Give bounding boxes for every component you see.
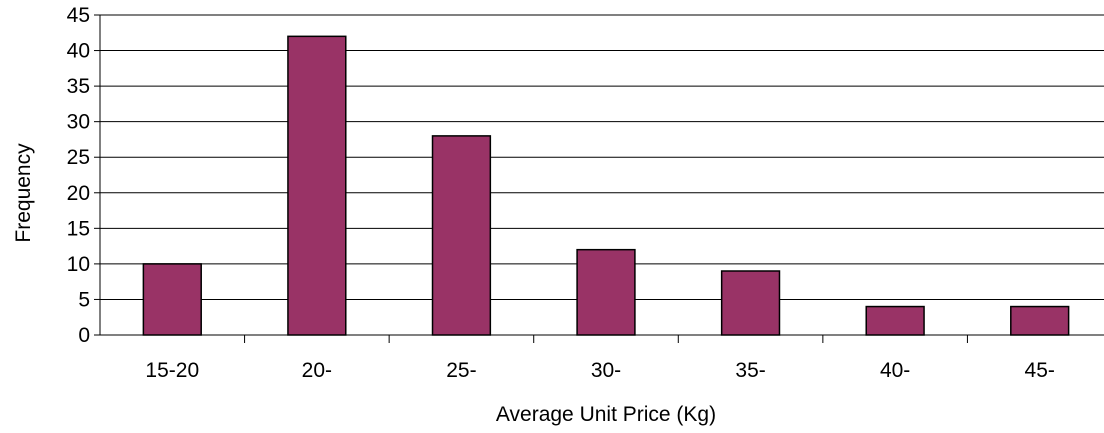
y-axis-title: Frequency bbox=[12, 143, 35, 243]
bar bbox=[720, 270, 781, 336]
bars bbox=[142, 35, 1070, 336]
y-tick-label: 35 bbox=[67, 75, 90, 98]
y-tick-label: 45 bbox=[67, 4, 90, 27]
x-tick-label: 40- bbox=[880, 359, 910, 382]
y-tick-label: 15 bbox=[67, 217, 90, 240]
bar bbox=[576, 248, 636, 336]
y-tick-label: 10 bbox=[67, 253, 90, 276]
y-tick-labels: 0 5 10 15 20 25 30 35 40 45 bbox=[67, 4, 90, 347]
y-tick-label: 30 bbox=[67, 111, 90, 134]
x-tick-label: 45- bbox=[1025, 359, 1055, 382]
y-tick-label: 25 bbox=[67, 146, 90, 169]
y-tick-label: 0 bbox=[78, 324, 90, 347]
bar bbox=[1010, 305, 1070, 336]
bar bbox=[865, 305, 925, 336]
y-tick-label: 40 bbox=[67, 40, 90, 63]
bar bbox=[431, 135, 492, 336]
x-tick-label: 15-20 bbox=[145, 359, 199, 382]
y-tick-label: 5 bbox=[78, 288, 90, 311]
x-axis-title: Average Unit Price (Kg) bbox=[496, 403, 716, 426]
gridlines bbox=[100, 14, 1104, 300]
x-tick-label: 30- bbox=[591, 359, 621, 382]
axes bbox=[94, 14, 1104, 343]
bar bbox=[142, 263, 202, 336]
x-tick-label: 20- bbox=[302, 359, 332, 382]
x-tick-label: 35- bbox=[735, 359, 765, 382]
y-tick-label: 20 bbox=[67, 182, 90, 205]
x-tick-labels: 15-20 20- 25- 30- 35- 40- 45- bbox=[145, 359, 1054, 382]
x-tick-label: 25- bbox=[446, 359, 476, 382]
bar bbox=[287, 35, 347, 336]
